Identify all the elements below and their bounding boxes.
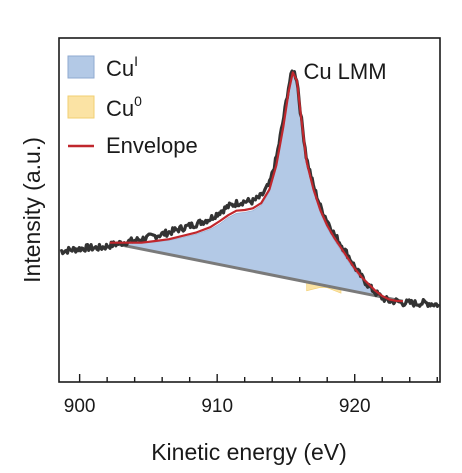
cu-lmm-annotation: Cu LMM	[303, 59, 386, 84]
legend: CuI Cu0 Envelope	[67, 53, 198, 158]
x-axis-label: Kinetic energy (eV)	[151, 439, 347, 465]
x-axis-ticks: 900 910 920	[64, 374, 438, 417]
legend-label-cu-i-sup: I	[134, 53, 138, 69]
legend-label-cu-i: CuI	[106, 53, 138, 81]
legend-label-cu-0: Cu0	[106, 93, 142, 121]
legend-label-cu-0-sup: 0	[134, 93, 142, 109]
raw-data-line	[59, 69, 441, 308]
legend-label-cu-0-main: Cu	[106, 96, 134, 121]
legend-entry-cu-i: CuI	[67, 53, 138, 81]
envelope-line	[109, 71, 403, 303]
plot-frame	[58, 37, 441, 383]
component-areas	[109, 73, 403, 302]
legend-label-envelope: Envelope	[106, 133, 198, 158]
cu-i-area	[109, 73, 403, 302]
x-tick-label: 920	[339, 396, 371, 417]
series-lines	[59, 69, 441, 308]
background-line	[109, 241, 404, 303]
y-axis-label: Intensity (a.u.)	[19, 137, 45, 283]
legend-swatch-cu-i	[67, 55, 95, 79]
legend-entry-envelope: Envelope	[68, 133, 198, 158]
legend-entry-cu-0: Cu0	[67, 93, 142, 121]
background-layer	[109, 241, 404, 303]
legend-label-cu-i-main: Cu	[106, 56, 134, 81]
legend-swatch-cu-0	[67, 95, 95, 119]
cropped-top-label	[212, 0, 282, 4]
x-tick-label: 910	[201, 396, 233, 417]
x-tick-label: 900	[64, 396, 96, 417]
